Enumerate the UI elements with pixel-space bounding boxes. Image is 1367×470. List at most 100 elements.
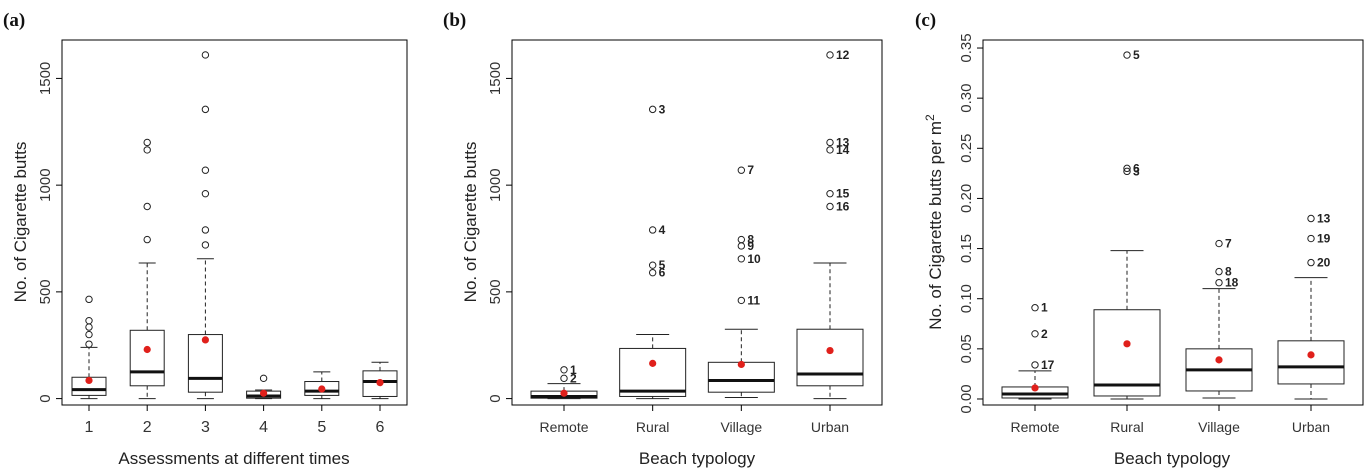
x-tick-label: Village (1198, 419, 1240, 435)
outlier-point (648, 261, 657, 269)
panel-label-a: (a) (3, 10, 25, 31)
outlier-point (648, 105, 657, 114)
outlier-label: 16 (836, 199, 850, 213)
outlier-point (1123, 51, 1131, 59)
outlier-label: 3 (659, 102, 666, 116)
mean-point (318, 385, 326, 393)
outlier-label: 4 (659, 223, 666, 237)
outlier-point (1215, 239, 1223, 248)
y-tick-label: 500 (487, 279, 504, 304)
y-tick-label: 0.25 (958, 134, 975, 163)
panel-a: (a) Assessments at different times No. o… (3, 10, 408, 468)
y-axis-label-c-superscript: 2 (923, 114, 937, 121)
outlier-label: 7 (747, 163, 754, 177)
outlier-point (737, 166, 746, 174)
outlier-label: 1 (1041, 301, 1048, 315)
panel-label-b: (b) (443, 10, 466, 31)
mean-point (649, 359, 657, 367)
y-tick-label: 1500 (37, 62, 54, 95)
outlier-point (1215, 278, 1223, 287)
outlier-label: 8 (1225, 265, 1232, 279)
outlier-point (201, 189, 210, 198)
x-tick-label: Remote (1010, 419, 1059, 435)
y-tick-label: 1000 (487, 168, 504, 201)
box-iqr (1093, 309, 1161, 397)
outlier-point (85, 295, 93, 304)
outlier-label: 7 (1225, 237, 1232, 251)
outlier-point (1215, 267, 1223, 276)
outlier-point (826, 51, 834, 59)
mean-point (376, 378, 384, 387)
y-tick-label: 0.30 (958, 84, 975, 113)
outlier-label: 12 (836, 48, 850, 62)
outlier-point (737, 242, 746, 250)
y-tick-label: 0 (37, 394, 54, 402)
box-marks-c: 0.00 0.05 0.10 0.15 0.20 0.25 0.30 0.35 Remote Ru… (958, 33, 1345, 435)
outlier-point (826, 189, 834, 198)
outlier-point (201, 241, 210, 249)
outlier-point (85, 340, 93, 348)
x-tick-label: Rural (1110, 419, 1143, 435)
outlier-label: 5 (1133, 48, 1140, 62)
x-tick-label: 3 (201, 419, 210, 436)
mean-point (737, 360, 745, 369)
box-iqr (796, 328, 864, 387)
y-tick-label: 0.10 (958, 284, 975, 313)
box-iqr (129, 329, 165, 387)
box-iqr (619, 347, 687, 397)
outlier-point (85, 323, 93, 331)
x-axis-label-b: Beach typology (639, 449, 756, 468)
plot-frame-c (982, 39, 1364, 406)
mean-point (1307, 351, 1315, 359)
y-tick-label: 0 (487, 394, 504, 402)
y-tick-label: 500 (37, 279, 54, 304)
y-axis-label-a: No. of Cigarette butts (11, 142, 30, 303)
x-tick-label: 4 (259, 419, 268, 436)
outlier-point (143, 202, 151, 211)
plot-frame-b (511, 39, 883, 406)
outlier-label: 15 (836, 187, 850, 201)
outlier-point (826, 138, 834, 147)
outlier-point (737, 296, 746, 305)
outlier-point (560, 366, 568, 374)
outlier-point (201, 105, 210, 114)
outlier-point (648, 268, 657, 277)
outlier-point (85, 330, 93, 339)
panel-b: (b) Beach typology No. of Cigarette butt… (443, 10, 883, 468)
outlier-point (201, 51, 210, 59)
outlier-label: 3 (1133, 164, 1140, 178)
outlier-point (1031, 361, 1039, 369)
x-tick-label: Remote (539, 419, 588, 435)
y-tick-label: 1000 (37, 168, 54, 201)
outlier-point (1307, 258, 1315, 267)
box-marks-a: 0 500 1000 1500 1 2 3 4 5 6 (37, 51, 398, 436)
outlier-point (201, 226, 210, 234)
outlier-point (1031, 304, 1039, 312)
x-tick-label: Urban (1292, 419, 1330, 435)
mean-point (1123, 340, 1131, 348)
y-tick-label: 0.00 (958, 384, 975, 413)
panel-c: (c) Beach typology No. of Cigarette butt… (915, 10, 1364, 468)
outlier-label: 17 (1041, 358, 1055, 372)
x-tick-label: Village (720, 419, 762, 435)
outlier-point (143, 235, 151, 244)
x-tick-label: Urban (811, 419, 849, 435)
outlier-point (1123, 164, 1131, 173)
outlier-label: 20 (1317, 256, 1331, 270)
y-axis-label-c: No. of Cigarette butts per m2 (923, 114, 945, 330)
outlier-point (201, 166, 210, 174)
mean-point (1215, 356, 1223, 364)
x-tick-label: 2 (143, 419, 152, 436)
x-tick-label: 5 (317, 419, 326, 436)
outlier-label: 19 (1317, 232, 1331, 246)
outlier-point (826, 202, 834, 211)
outlier-label: 1 (570, 363, 577, 377)
y-tick-label: 0.15 (958, 234, 975, 263)
outlier-label: 2 (1041, 327, 1048, 341)
x-axis-label-a: Assessments at different times (118, 449, 349, 468)
mean-point (560, 389, 568, 397)
outlier-point (826, 146, 834, 154)
y-axis-label-c-main: No. of Cigarette butts per m (926, 121, 945, 330)
outlier-point (1307, 214, 1315, 223)
